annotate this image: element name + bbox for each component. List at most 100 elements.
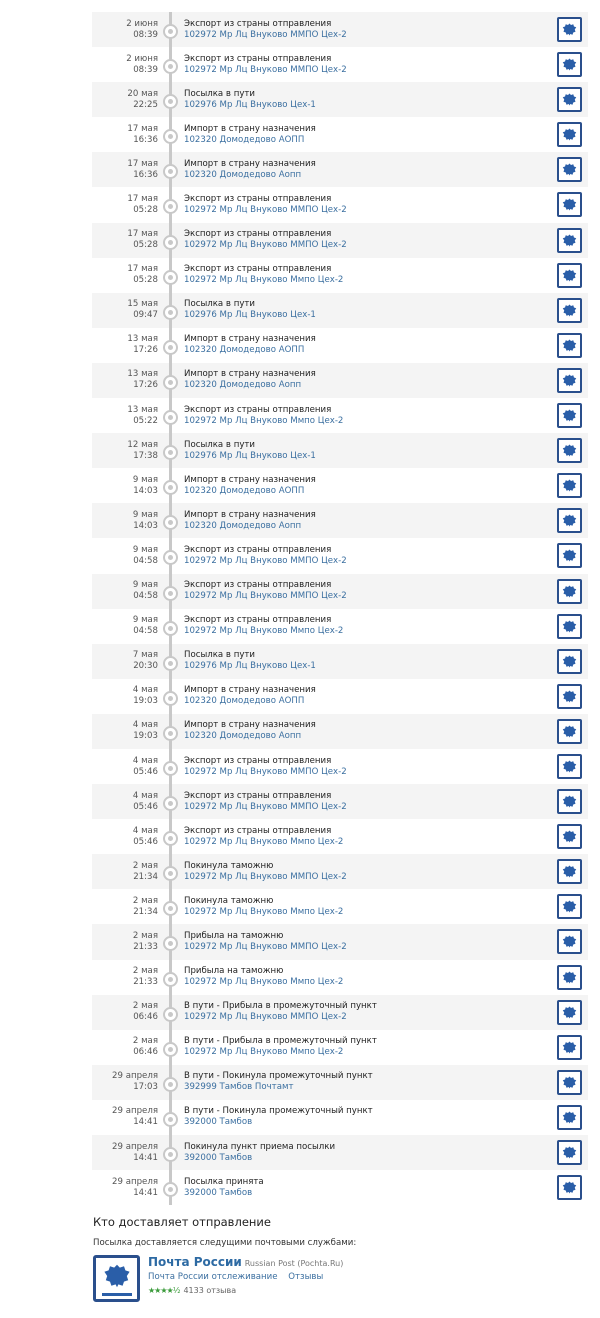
event-location[interactable]: 102320 Домодедово Аопп [184, 731, 302, 742]
event-location[interactable]: 392000 Тамбов [184, 1187, 253, 1198]
event-location[interactable]: 102976 Мр Лц Внуково Цех-1 [184, 450, 316, 461]
event-location[interactable]: 102972 Мр Лц Внуково Ммпо Цех-2 [184, 1047, 344, 1058]
russian-post-logo-icon[interactable] [557, 262, 582, 288]
event-date: 9 мая [132, 474, 158, 485]
russian-post-logo-icon[interactable] [557, 508, 582, 534]
russian-post-logo-icon[interactable] [557, 964, 582, 990]
russian-post-logo-icon[interactable] [557, 578, 582, 604]
event-status: Импорт в страну назначения [184, 474, 316, 485]
event-location[interactable]: 102972 Мр Лц Внуково ММПО Цех-2 [184, 1012, 347, 1023]
russian-post-logo-icon[interactable] [557, 999, 582, 1025]
event-status: Импорт в страну назначения [184, 369, 316, 380]
event-location[interactable]: 102972 Мр Лц Внуково ММПО Цех-2 [184, 240, 347, 251]
russian-post-logo-icon[interactable] [557, 192, 582, 218]
russian-post-logo-icon[interactable] [557, 122, 582, 148]
russian-post-logo-icon[interactable] [557, 473, 582, 499]
russian-post-logo-icon[interactable] [557, 859, 582, 885]
event-location[interactable]: 102972 Мр Лц Внуково Ммпо Цех-2 [184, 415, 344, 426]
event-status: Покинула таможню [184, 895, 274, 906]
event-location[interactable]: 102320 Домодедово Аопп [184, 520, 302, 531]
tracking-event-row: 20 мая 22:25 Посылка в пути 102976 Мр Лц В… [92, 82, 588, 118]
event-location[interactable]: 392999 Тамбов Почтамт [184, 1082, 294, 1093]
russian-post-logo-icon[interactable] [557, 543, 582, 569]
russian-post-logo-icon[interactable] [557, 1034, 582, 1060]
event-location[interactable]: 102320 Домодедово АОПП [184, 485, 305, 496]
timeline-dot-icon [163, 480, 178, 496]
event-time: 04:58 [133, 591, 158, 602]
event-location[interactable]: 102976 Мр Лц Внуково Цех-1 [184, 310, 316, 321]
event-location[interactable]: 102972 Мр Лц Внуково ММПО Цех-2 [184, 555, 347, 566]
tracking-link[interactable]: Почта России отслеживание [148, 1272, 278, 1282]
event-location[interactable]: 102976 Мр Лц Внуково Цех-1 [184, 99, 316, 110]
reviews-count[interactable]: 4133 отзыва [183, 1286, 237, 1295]
russian-post-logo-icon[interactable] [557, 227, 582, 253]
russian-post-logo-icon[interactable] [93, 1255, 140, 1302]
tracking-event-row: 9 мая 04:58 Экспорт из страны отправления… [92, 573, 588, 609]
russian-post-logo-icon[interactable] [557, 648, 582, 674]
event-location[interactable]: 102320 Домодедово Аопп [184, 169, 302, 180]
event-status: В пути - Покинула промежуточный пункт [184, 1071, 373, 1082]
event-date: 13 мая [127, 369, 158, 380]
tracking-event-row: 4 мая 05:46 Экспорт из страны отправления… [92, 819, 588, 855]
event-location[interactable]: 102972 Мр Лц Внуково Ммпо Цех-2 [184, 275, 344, 286]
event-status: Посылка в пути [184, 439, 256, 450]
tracking-event-row: 13 мая 17:26 Импорт в страну назначения 10… [92, 327, 588, 363]
event-location[interactable]: 102320 Домодедово АОПП [184, 345, 305, 356]
event-location[interactable]: 102972 Мр Лц Внуково ММПО Цех-2 [184, 64, 347, 75]
event-location[interactable]: 102976 Мр Лц Внуково Цех-1 [184, 661, 316, 672]
event-datetime: 9 мая 04:58 [92, 545, 158, 567]
event-location[interactable]: 102320 Домодедово АОПП [184, 134, 305, 145]
event-date: 9 мая [132, 580, 158, 591]
tracking-event-row: 13 мая 05:22 Экспорт из страны отправлени… [92, 398, 588, 434]
event-location[interactable]: 102972 Мр Лц Внуково ММПО Цех-2 [184, 801, 347, 812]
event-location[interactable]: 102972 Мр Лц Внуково Ммпо Цех-2 [184, 977, 344, 988]
event-location[interactable]: 102320 Домодедово Аопп [184, 380, 302, 391]
russian-post-logo-icon[interactable] [557, 683, 582, 709]
event-location[interactable]: 102972 Мр Лц Внуково ММПО Цех-2 [184, 205, 347, 216]
event-status: Прибыла на таможню [184, 930, 284, 941]
event-location[interactable]: 392000 Тамбов [184, 1152, 253, 1163]
russian-post-logo-icon[interactable] [557, 367, 582, 393]
russian-post-logo-icon[interactable] [557, 403, 582, 429]
russian-post-logo-icon[interactable] [557, 17, 582, 42]
event-location[interactable]: 102972 Мр Лц Внуково ММПО Цех-2 [184, 29, 347, 40]
russian-post-logo-icon[interactable] [557, 718, 582, 744]
event-datetime: 2 мая 21:34 [92, 861, 158, 883]
russian-post-logo-icon[interactable] [557, 824, 582, 850]
russian-post-logo-icon[interactable] [557, 753, 582, 779]
tracking-event-row: 2 мая 21:34 Покинула таможню 102972 Мр Лц … [92, 889, 588, 925]
russian-post-logo-icon[interactable] [557, 1175, 582, 1201]
russian-post-logo-icon[interactable] [557, 1140, 582, 1165]
event-date: 4 мая [132, 755, 158, 766]
russian-post-logo-icon[interactable] [557, 894, 582, 920]
event-status: Экспорт из страны отправления [184, 229, 332, 240]
event-location[interactable]: 102972 Мр Лц Внуково ММПО Цех-2 [184, 766, 347, 777]
event-location[interactable]: 102972 Мр Лц Внуково ММПО Цех-2 [184, 591, 347, 602]
event-location[interactable]: 102972 Мр Лц Внуково Ммпо Цех-2 [184, 906, 344, 917]
russian-post-logo-icon[interactable] [557, 1104, 582, 1130]
event-location[interactable]: 102320 Домодедово АОПП [184, 696, 305, 707]
timeline-dot-icon [163, 655, 178, 671]
russian-post-logo-icon[interactable] [557, 52, 582, 78]
russian-post-logo-icon[interactable] [557, 157, 582, 183]
event-datetime: 15 мая 09:47 [92, 299, 158, 321]
reviews-link[interactable]: Отзывы [288, 1272, 324, 1282]
timeline-dot-icon [163, 164, 178, 180]
event-location[interactable]: 102972 Мр Лц Внуково ММПО Цех-2 [184, 941, 347, 952]
event-location[interactable]: 102972 Мр Лц Внуково Ммпо Цех-2 [184, 626, 344, 637]
russian-post-logo-icon[interactable] [557, 438, 582, 464]
russian-post-logo-icon[interactable] [557, 87, 582, 113]
russian-post-logo-icon[interactable] [557, 1069, 582, 1095]
event-time: 21:33 [133, 941, 158, 952]
event-location[interactable]: 392000 Тамбов [184, 1117, 253, 1128]
russian-post-logo-icon[interactable] [557, 789, 582, 815]
russian-post-logo-icon[interactable] [557, 332, 582, 358]
russian-post-logo-icon[interactable] [557, 297, 582, 323]
event-location[interactable]: 102972 Мр Лц Внуково ММПО Цех-2 [184, 871, 347, 882]
event-location[interactable]: 102972 Мр Лц Внуково Ммпо Цех-2 [184, 836, 344, 847]
event-status: Посылка в пути [184, 299, 256, 310]
timeline-dot-icon [163, 1111, 178, 1127]
service-name-link[interactable]: Почта России [148, 1255, 242, 1269]
russian-post-logo-icon[interactable] [557, 929, 582, 955]
russian-post-logo-icon[interactable] [557, 613, 582, 639]
